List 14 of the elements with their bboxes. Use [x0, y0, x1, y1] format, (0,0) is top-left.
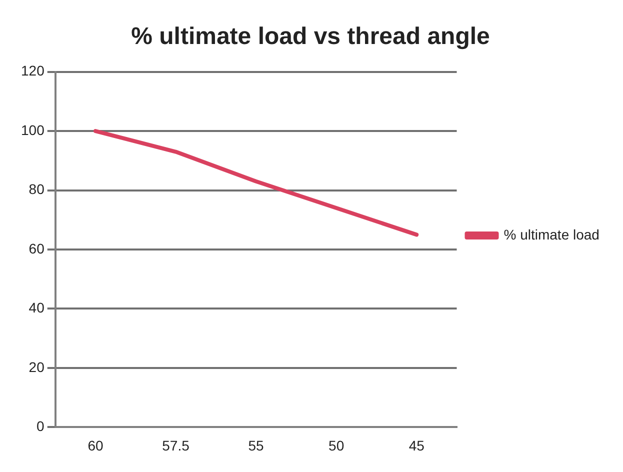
x-tick-label: 45 [408, 437, 425, 454]
y-tick-label: 80 [28, 181, 45, 198]
chart-title: % ultimate load vs thread angle [131, 23, 490, 50]
y-tick-label: 20 [28, 358, 45, 375]
y-tick-label: 40 [28, 300, 45, 316]
legend-label: % ultimate load [504, 226, 600, 242]
x-tick-label: 55 [248, 437, 264, 454]
y-tick-label: 60 [28, 240, 45, 256]
x-tick-label: 57.5 [162, 437, 190, 454]
y-tick-label: 100 [21, 122, 45, 138]
y-tick-label: 120 [21, 62, 45, 79]
x-tick-label: 50 [328, 437, 344, 454]
y-tick-label: 0 [36, 418, 45, 434]
x-tick-label: 60 [88, 437, 104, 454]
